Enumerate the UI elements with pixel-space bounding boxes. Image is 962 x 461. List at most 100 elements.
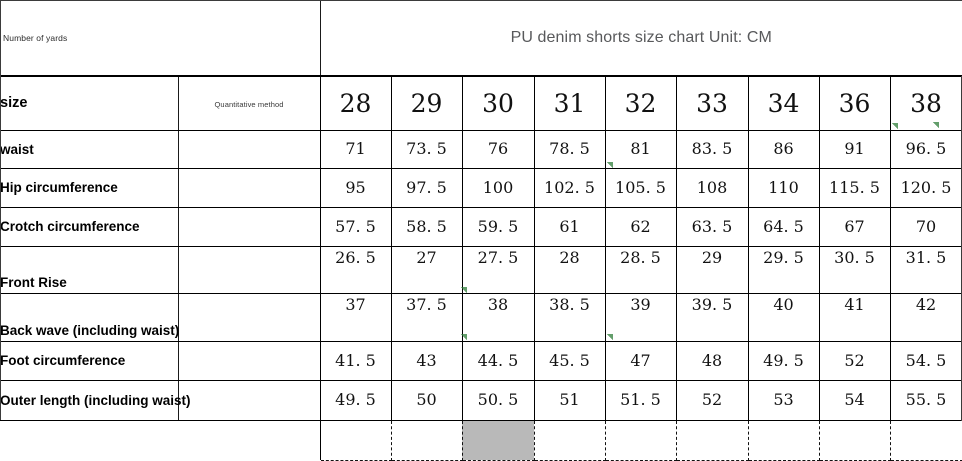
cell-outer-length-29: 50 [391, 380, 463, 421]
cell-foot-38: 54. 5 [890, 341, 962, 381]
row-label-hip-circumference: Hip circumference [0, 168, 179, 208]
cell-foot-29: 43 [391, 341, 463, 381]
row-label-front-rise: Front Rise [0, 246, 179, 294]
cell-hip-32: 105. 5 [605, 168, 677, 208]
empty-cell-33 [676, 420, 749, 461]
cell-outer-length-32: 51. 5 [605, 380, 677, 421]
size-column-header: size [0, 76, 179, 131]
cell-outer-length-34: 53 [748, 380, 820, 421]
row-label-foot-circumference: Foot circumference [0, 341, 179, 381]
row-label-back-wave: Back wave (including waist) [0, 293, 179, 342]
quantitative-method-cell: Quantitative method [178, 76, 321, 131]
row-label-outer-length: Outer length (including waist) [0, 380, 191, 421]
page-title: PU denim shorts size chart Unit: CM [510, 28, 772, 46]
cell-front-rise-29: 27 [391, 246, 463, 294]
cell-waist-36: 91 [819, 130, 891, 169]
number-of-yards-label: Number of yards [3, 32, 68, 43]
cell-hip-28: 95 [320, 168, 392, 208]
cell-crotch-31: 61 [534, 207, 606, 247]
cell-front-rise-34: 29. 5 [748, 246, 820, 294]
cell-foot-31: 45. 5 [534, 341, 606, 381]
cell-front-rise-31: 28 [534, 246, 606, 294]
number-of-yards-cell: Number of yards [0, 0, 321, 77]
cell-hip-36: 115. 5 [819, 168, 891, 208]
size-header-30: 30 [462, 76, 535, 131]
cell-foot-36: 52 [819, 341, 891, 381]
cell-waist-34: 86 [748, 130, 820, 169]
cell-hip-34: 110 [748, 168, 820, 208]
row-method-front-rise [178, 246, 321, 294]
cell-waist-30: 76 [462, 130, 535, 169]
cell-crotch-32: 62 [605, 207, 677, 247]
table-row: Hip circumference 95 97. 5 100 102. 5 10… [0, 168, 962, 208]
size-header-31: 31 [534, 76, 606, 131]
cell-waist-33: 83. 5 [676, 130, 749, 169]
table-row-empty [0, 420, 962, 461]
row-method-back-wave [178, 293, 321, 342]
empty-cell-29 [391, 420, 463, 461]
row-method-crotch-circumference [178, 207, 321, 247]
quantitative-method-label: Quantitative method [214, 100, 284, 110]
cell-outer-length-33: 52 [676, 380, 749, 421]
empty-cell-34 [748, 420, 820, 461]
size-header-36: 36 [819, 76, 891, 131]
cell-front-rise-32: 28. 5 [605, 246, 677, 294]
empty-cell-31 [534, 420, 606, 461]
cell-front-rise-33: 29 [676, 246, 749, 294]
cell-back-wave-32: 39 [605, 293, 677, 342]
cell-back-wave-36: 41 [819, 293, 891, 342]
cell-hip-29: 97. 5 [391, 168, 463, 208]
table-row: Outer length (including waist) 49. 5 50 … [0, 380, 962, 421]
cell-back-wave-33: 39. 5 [676, 293, 749, 342]
cell-crotch-34: 64. 5 [748, 207, 820, 247]
table-row: Front Rise 26. 5 27 27. 5 28 28. 5 29 29… [0, 246, 962, 294]
table-row: waist 71 73. 5 76 78. 5 81 83. 5 86 91 9… [0, 130, 962, 169]
cell-foot-34: 49. 5 [748, 341, 820, 381]
cell-outer-length-30: 50. 5 [462, 380, 535, 421]
cell-back-wave-31: 38. 5 [534, 293, 606, 342]
row-method-foot-circumference [178, 341, 321, 381]
size-header-28: 28 [320, 76, 392, 131]
empty-cell-28 [319, 420, 392, 461]
cell-crotch-38: 70 [890, 207, 962, 247]
cell-crotch-33: 63. 5 [676, 207, 749, 247]
cell-front-rise-28: 26. 5 [320, 246, 392, 294]
cell-hip-38: 120. 5 [890, 168, 962, 208]
cell-waist-32: 81 [605, 130, 677, 169]
row-label-waist: waist [0, 130, 179, 169]
cell-back-wave-29: 37. 5 [391, 293, 463, 342]
chart-title-cell: PU denim shorts size chart Unit: CM [320, 0, 962, 77]
cell-waist-38: 96. 5 [890, 130, 962, 169]
cell-back-wave-38: 42 [890, 293, 962, 342]
cell-waist-31: 78. 5 [534, 130, 606, 169]
size-header-row: size Quantitative method 28 29 30 31 32 … [0, 76, 962, 131]
cell-crotch-36: 67 [819, 207, 891, 247]
cell-hip-33: 108 [676, 168, 749, 208]
cell-foot-30: 44. 5 [462, 341, 535, 381]
cell-back-wave-30: 38 [462, 293, 535, 342]
row-label-crotch-circumference: Crotch circumference [0, 207, 179, 247]
row-method-outer-length [178, 380, 321, 421]
size-header-29: 29 [391, 76, 463, 131]
size-header-34: 34 [748, 76, 820, 131]
cell-crotch-28: 57. 5 [320, 207, 392, 247]
cell-back-wave-34: 40 [748, 293, 820, 342]
empty-cell-30-highlighted [462, 420, 535, 461]
row-method-hip-circumference [178, 168, 321, 208]
size-header-32: 32 [605, 76, 677, 131]
size-header-38: 38 [890, 76, 962, 131]
cell-waist-28: 71 [320, 130, 392, 169]
row-method-waist [178, 130, 321, 169]
cell-waist-29: 73. 5 [391, 130, 463, 169]
cell-back-wave-28: 37 [320, 293, 392, 342]
table-row: Foot circumference 41. 5 43 44. 5 45. 5 … [0, 341, 962, 381]
table-header-band: Number of yards PU denim shorts size cha… [0, 0, 962, 77]
table-row: Crotch circumference 57. 5 58. 5 59. 5 6… [0, 207, 962, 247]
cell-foot-33: 48 [676, 341, 749, 381]
cell-front-rise-30: 27. 5 [462, 246, 535, 294]
cell-hip-30: 100 [462, 168, 535, 208]
empty-cell-38 [890, 420, 962, 461]
cell-foot-32: 47 [605, 341, 677, 381]
